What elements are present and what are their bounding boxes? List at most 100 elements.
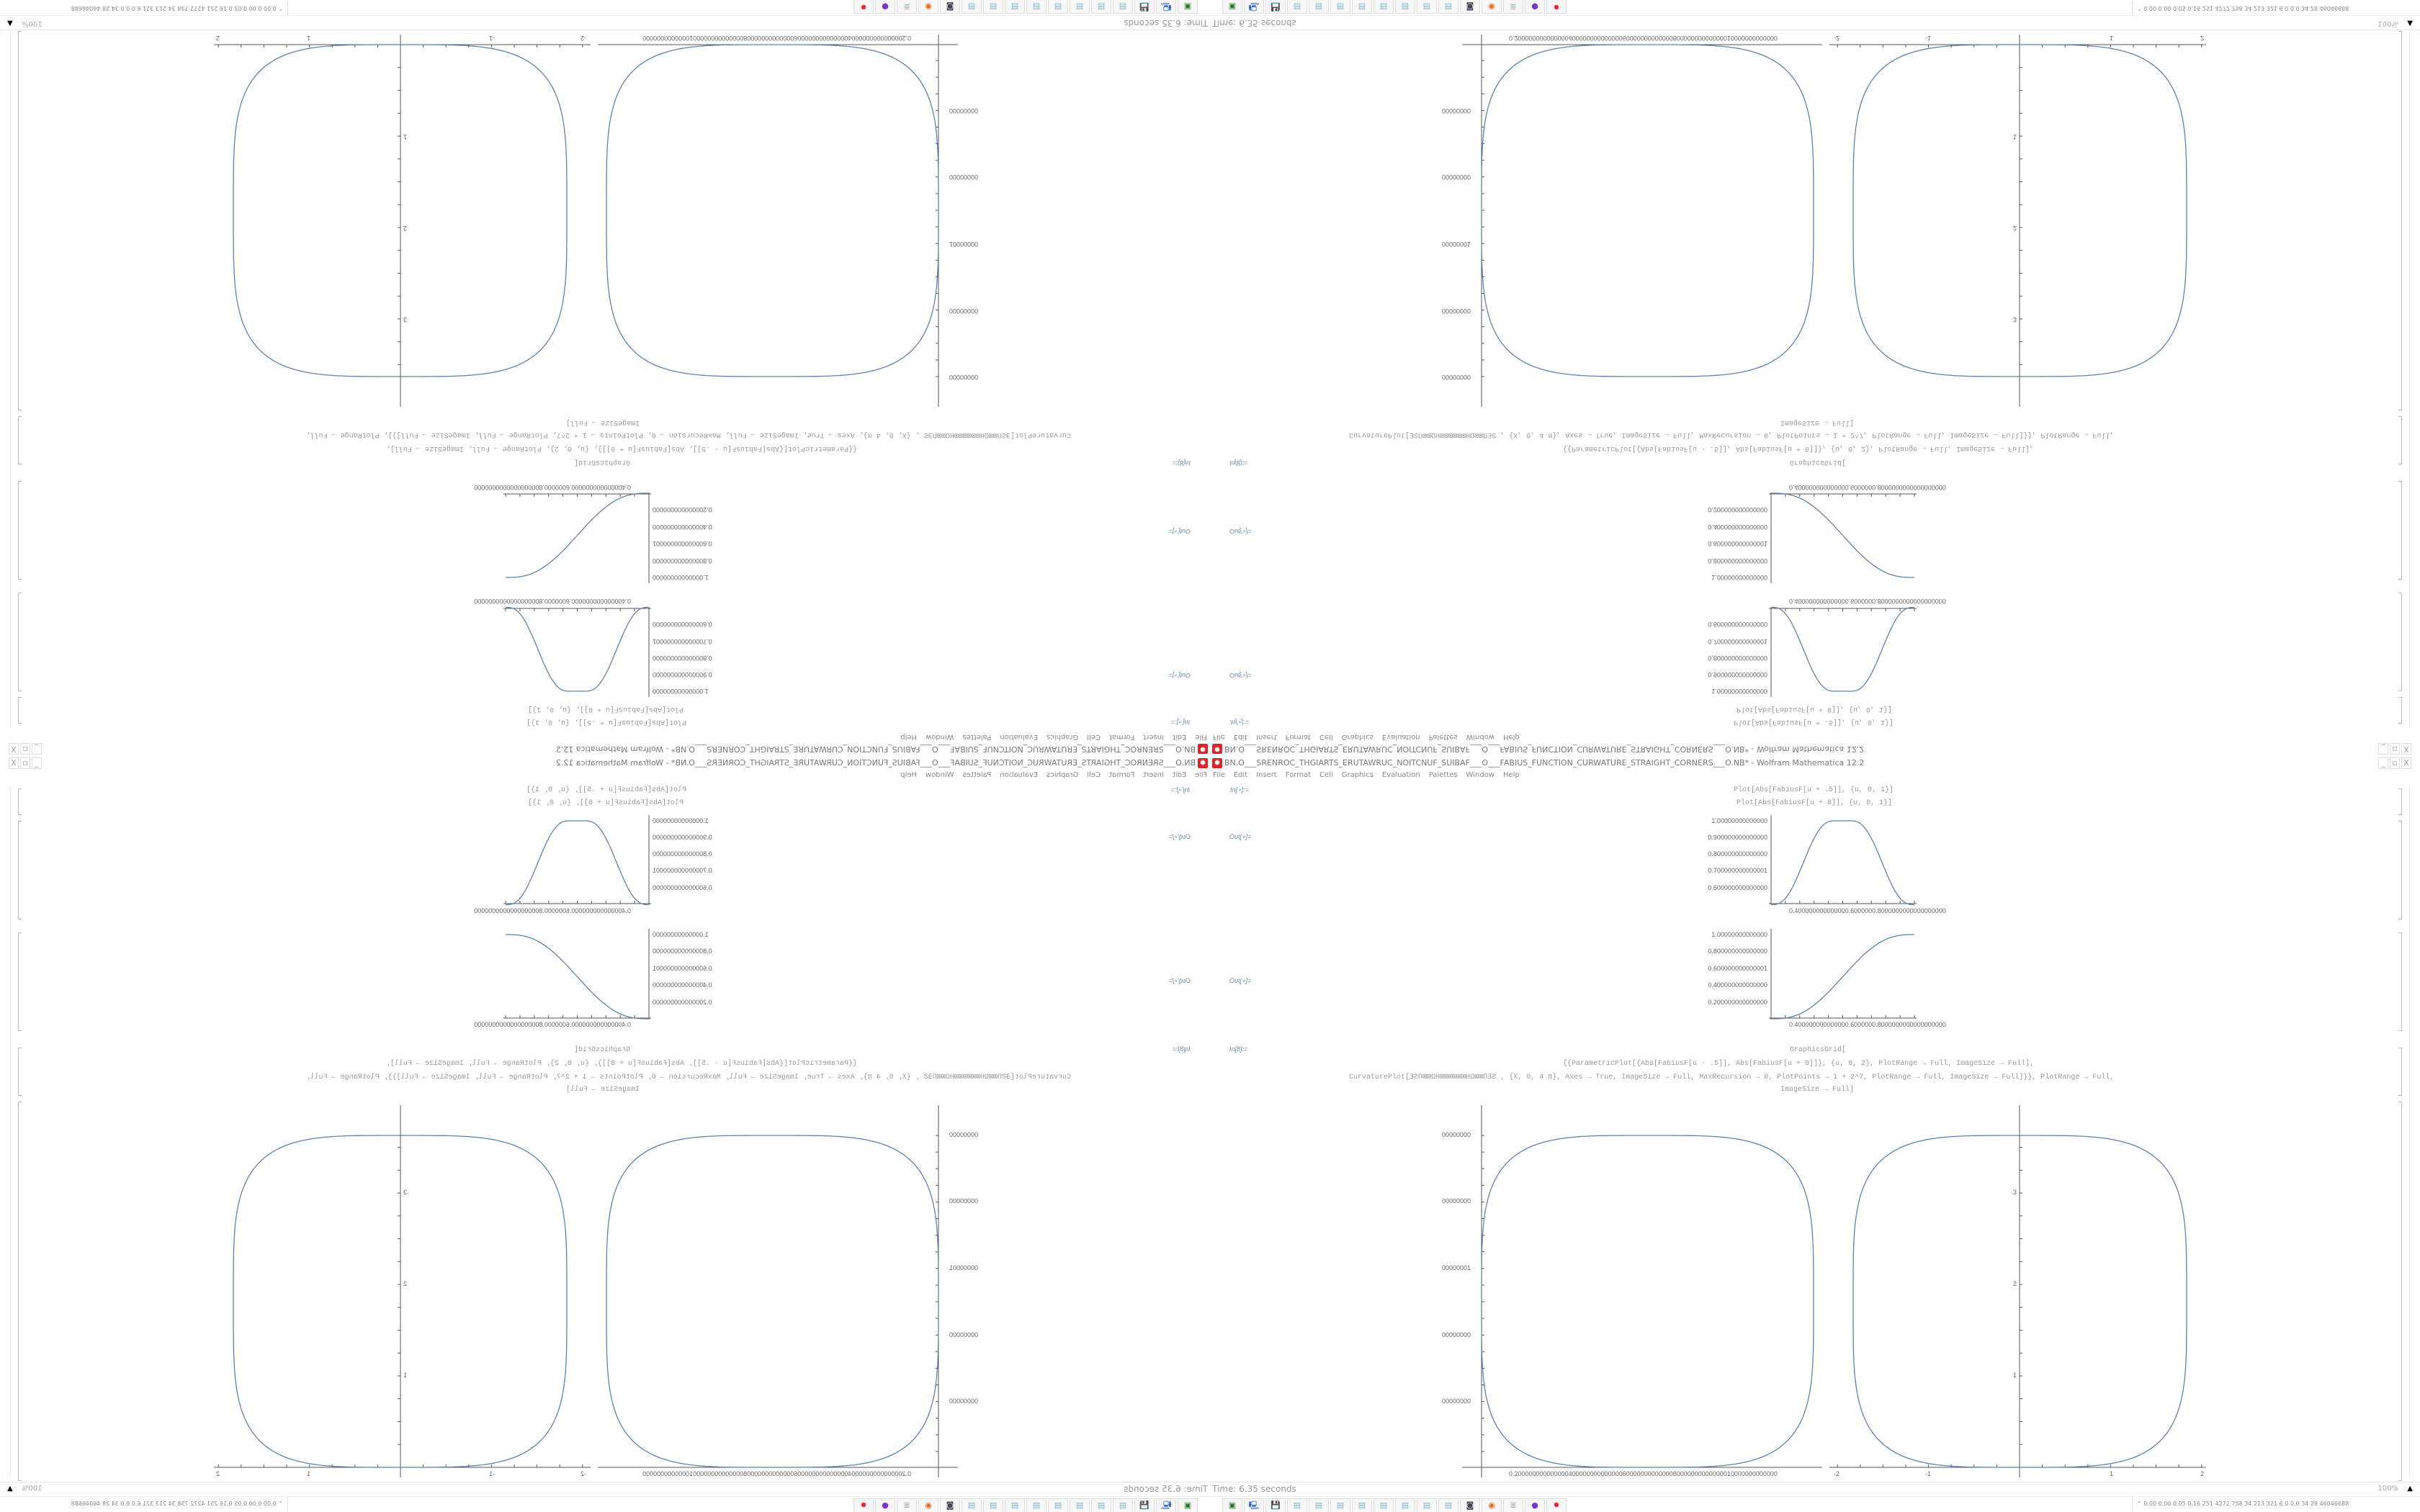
notepad-icon[interactable]: ▤ [1352, 0, 1372, 14]
notepad-icon[interactable]: ▤ [1048, 1498, 1068, 1512]
purple-app-icon[interactable]: ● [875, 1498, 895, 1512]
tray-expand-icon[interactable]: ⌃ [2137, 5, 2144, 12]
tray-expand-icon[interactable]: ⌃ [2137, 1500, 2144, 1507]
vertical-scrollbar[interactable] [1, 785, 11, 1480]
firefox-icon[interactable]: ◉ [918, 1498, 938, 1512]
menu-window[interactable]: Window [1466, 771, 1494, 779]
cell-bracket[interactable] [2398, 788, 2402, 815]
cell-bracket[interactable] [2398, 1048, 2402, 1096]
cell-bracket[interactable] [2398, 1102, 2402, 1481]
computer-icon[interactable]: 🖳 [1244, 0, 1264, 14]
menu-graphics[interactable]: Graphics [1341, 771, 1373, 779]
document-icon[interactable]: ≣ [897, 0, 917, 14]
zoom-level[interactable]: 100% [2378, 1485, 2398, 1493]
input-code-line[interactable]: {{ParametricPlot[{Abs[FabiusF[u - .5]], … [1563, 1060, 2035, 1068]
zoom-up-icon[interactable]: ▲ [7, 19, 13, 27]
close-button[interactable]: X [2401, 757, 2411, 769]
cell-bracket[interactable] [2398, 821, 2402, 919]
mathematica-icon[interactable]: ✹ [1546, 1498, 1567, 1512]
notepad-icon[interactable]: ▤ [1309, 1498, 1329, 1512]
menu-help[interactable]: Help [1502, 771, 1520, 779]
purple-app-icon[interactable]: ● [1525, 1498, 1545, 1512]
menu-format[interactable]: Format [1285, 771, 1312, 779]
input-code-line[interactable]: Plot[Abs[FabiusF[u + 0]], {u, 0, 1}] [1736, 799, 1893, 807]
mathematica-icon[interactable]: ✹ [853, 1498, 874, 1512]
vertical-scrollbar[interactable] [2409, 785, 2419, 1480]
notepad-icon[interactable]: ▤ [1026, 0, 1047, 14]
input-code-line[interactable]: CurvaturePlot[ƎƧΠ⊠⊠ΩΗ⊠⊠⊠⊠⊠⊠ΗΩ⊠⊠ΠƎƧ , {X,… [1349, 1074, 2115, 1081]
notepad-icon[interactable]: ▤ [962, 1498, 982, 1512]
document-icon[interactable]: ≣ [1503, 0, 1523, 14]
firefox-icon[interactable]: ◉ [1482, 0, 1502, 14]
terminal-icon[interactable]: ▣ [1222, 0, 1242, 14]
purple-app-icon[interactable]: ● [875, 0, 895, 14]
notepad-icon[interactable]: ▤ [1005, 0, 1025, 14]
notepad-icon[interactable]: ▤ [1113, 0, 1133, 14]
notepad-icon[interactable]: ▤ [1395, 0, 1415, 14]
notepad-icon[interactable]: ▤ [1048, 0, 1068, 14]
firefox-icon[interactable]: ◉ [1482, 1498, 1502, 1512]
notepad-icon[interactable]: ▤ [1070, 0, 1090, 14]
notepad-icon[interactable]: ▤ [1070, 1498, 1090, 1512]
tray-expand-icon[interactable]: ⌃ [276, 5, 283, 12]
zoom-up-icon[interactable]: ▲ [2407, 19, 2413, 27]
notepad-icon[interactable]: ▤ [983, 0, 1003, 14]
menu-evaluation[interactable]: Evaluation [1381, 771, 1420, 779]
zoom-level[interactable]: 100% [22, 19, 42, 27]
terminal-icon[interactable]: ▣ [1178, 0, 1198, 14]
menu-cell[interactable]: Cell [1319, 771, 1333, 779]
maximize-button[interactable]: ▫ [2390, 757, 2400, 769]
zoom-up-icon[interactable]: ▲ [7, 1485, 13, 1493]
zoom-up-icon[interactable]: ▲ [2407, 1485, 2413, 1493]
notepad-icon[interactable]: ▤ [983, 1498, 1003, 1512]
firefox-icon[interactable]: ◉ [918, 0, 938, 14]
input-code-line[interactable]: GraphicsGrid[ [1790, 1046, 1847, 1054]
notepad-icon[interactable]: ▤ [1417, 1498, 1437, 1512]
notepad-icon[interactable]: ▤ [1352, 1498, 1372, 1512]
notepad-icon[interactable]: ▤ [1287, 1498, 1307, 1512]
mathematica-icon[interactable]: ✹ [853, 0, 874, 14]
tray-expand-icon[interactable]: ⌃ [276, 1500, 283, 1507]
notepad-icon[interactable]: ▤ [1330, 1498, 1350, 1512]
notepad-icon[interactable]: ▤ [1287, 0, 1307, 14]
menu-file[interactable]: File [1213, 771, 1225, 779]
notepad-icon[interactable]: ▤ [1330, 0, 1350, 14]
notepad-icon[interactable]: ▤ [1395, 1498, 1415, 1512]
purple-app-icon[interactable]: ● [1525, 0, 1545, 14]
floppy-64-icon[interactable]: 💾 [1134, 1498, 1155, 1512]
notepad-icon[interactable]: ▤ [1438, 0, 1458, 14]
mathematica-icon[interactable]: ✹ [1546, 0, 1567, 14]
notepad-icon[interactable]: ▤ [962, 0, 982, 14]
terminal-icon[interactable]: ▣ [1222, 1498, 1242, 1512]
computer-icon[interactable]: 🖳 [1156, 0, 1176, 14]
webcam-icon[interactable]: ◙ [1460, 0, 1480, 14]
webcam-icon[interactable]: ◙ [940, 0, 960, 14]
webcam-icon[interactable]: ◙ [940, 1498, 960, 1512]
input-code-line[interactable]: ImageSize → Full] [1780, 1086, 1855, 1094]
notepad-icon[interactable]: ▤ [1091, 0, 1111, 14]
floppy-64-icon[interactable]: 💾 [1265, 1498, 1286, 1512]
notepad-icon[interactable]: ▤ [1373, 1498, 1394, 1512]
notepad-icon[interactable]: ▤ [1091, 1498, 1111, 1512]
terminal-icon[interactable]: ▣ [1178, 1498, 1198, 1512]
floppy-64-icon[interactable]: 💾 [1134, 0, 1155, 14]
vertical-scrollbar[interactable] [1, 32, 11, 727]
notepad-icon[interactable]: ▤ [1026, 1498, 1047, 1512]
notepad-icon[interactable]: ▤ [1373, 0, 1394, 14]
notepad-icon[interactable]: ▤ [1309, 0, 1329, 14]
minimize-button[interactable]: _ [2378, 757, 2388, 769]
computer-icon[interactable]: 🖳 [1244, 1498, 1264, 1512]
menu-edit[interactable]: Edit [1233, 771, 1248, 779]
notepad-icon[interactable]: ▤ [1417, 0, 1437, 14]
notepad-icon[interactable]: ▤ [1113, 1498, 1133, 1512]
zoom-level[interactable]: 100% [22, 1485, 42, 1493]
computer-icon[interactable]: 🖳 [1156, 1498, 1176, 1512]
zoom-level[interactable]: 100% [2378, 19, 2398, 27]
notepad-icon[interactable]: ▤ [1005, 1498, 1025, 1512]
menu-palettes[interactable]: Palettes [1428, 771, 1458, 779]
menu-insert[interactable]: Insert [1256, 771, 1277, 779]
vertical-scrollbar[interactable] [2409, 32, 2419, 727]
cell-bracket[interactable] [2398, 932, 2402, 1031]
document-icon[interactable]: ≣ [897, 1498, 917, 1512]
webcam-icon[interactable]: ◙ [1460, 1498, 1480, 1512]
